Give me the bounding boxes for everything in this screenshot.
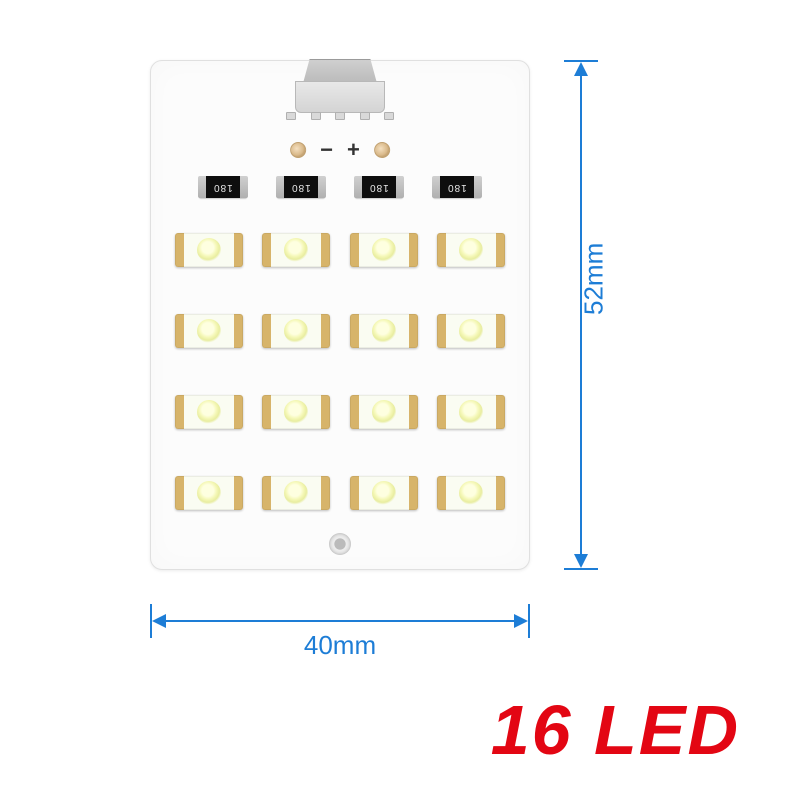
pad-minus bbox=[290, 142, 306, 158]
width-label: 40mm bbox=[304, 630, 376, 661]
diagram-stage: − + 180 180 180 180 bbox=[0, 0, 800, 800]
smd-led bbox=[262, 395, 330, 429]
plus-symbol: + bbox=[347, 139, 360, 161]
height-label: 52mm bbox=[579, 243, 610, 315]
smd-led bbox=[175, 395, 243, 429]
smd-led bbox=[437, 314, 505, 348]
smd-resistor: 180 bbox=[355, 176, 403, 198]
micro-usb-connector bbox=[280, 59, 400, 114]
smd-led bbox=[350, 395, 418, 429]
smd-led bbox=[350, 476, 418, 510]
minus-symbol: − bbox=[320, 139, 333, 161]
smd-led bbox=[262, 476, 330, 510]
smd-led bbox=[350, 233, 418, 267]
pcb-board: − + 180 180 180 180 bbox=[150, 60, 530, 570]
smd-led bbox=[175, 476, 243, 510]
mounting-hole bbox=[329, 533, 351, 555]
polarity-pads: − + bbox=[290, 139, 390, 161]
resistor-row: 180 180 180 180 bbox=[151, 176, 529, 198]
smd-resistor: 180 bbox=[277, 176, 325, 198]
pad-plus bbox=[374, 142, 390, 158]
led-grid bbox=[151, 216, 529, 519]
smd-led bbox=[175, 233, 243, 267]
smd-led bbox=[262, 314, 330, 348]
smd-led bbox=[262, 233, 330, 267]
smd-led bbox=[175, 314, 243, 348]
dimension-height: 52mm bbox=[560, 60, 630, 570]
smd-resistor: 180 bbox=[433, 176, 481, 198]
smd-led bbox=[437, 233, 505, 267]
smd-resistor: 180 bbox=[199, 176, 247, 198]
smd-led bbox=[350, 314, 418, 348]
product-title: 16 LED bbox=[491, 690, 740, 770]
dimension-width: 40mm bbox=[150, 600, 530, 660]
smd-led bbox=[437, 395, 505, 429]
smd-led bbox=[437, 476, 505, 510]
